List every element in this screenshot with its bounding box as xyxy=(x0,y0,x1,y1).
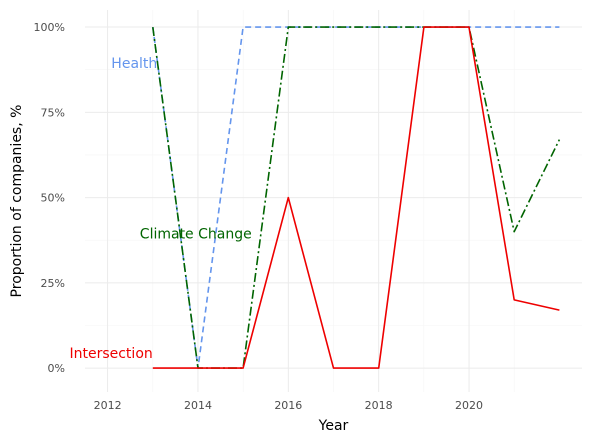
y-tick-label: 50% xyxy=(41,192,65,205)
y-tick-label: 0% xyxy=(48,362,65,375)
y-tick-label: 25% xyxy=(41,277,65,290)
series-labels: Health Climate Change Intersection xyxy=(69,56,251,362)
y-axis-ticks: 0% 25% 50% 75% 100% xyxy=(34,21,65,375)
y-axis-title: Proportion of companies, % xyxy=(9,105,25,298)
x-tick-label: 2016 xyxy=(274,399,302,412)
x-axis-title: Year xyxy=(318,418,349,434)
series-label-climate-change: Climate Change xyxy=(140,226,252,242)
y-tick-label: 100% xyxy=(34,21,65,34)
x-tick-label: 2020 xyxy=(455,399,483,412)
series-label-intersection: Intersection xyxy=(69,346,152,362)
series-label-health: Health xyxy=(111,56,157,72)
x-tick-label: 2012 xyxy=(94,399,122,412)
y-tick-label: 75% xyxy=(41,106,65,119)
x-tick-label: 2014 xyxy=(184,399,212,412)
x-tick-label: 2018 xyxy=(365,399,393,412)
x-axis-ticks: 2012 2014 2016 2018 2020 xyxy=(94,399,483,412)
